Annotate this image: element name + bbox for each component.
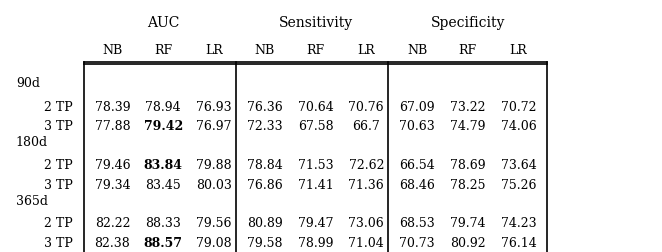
Text: 88.57: 88.57 (144, 237, 183, 250)
Text: 67.58: 67.58 (298, 120, 334, 133)
Text: 77.88: 77.88 (95, 120, 130, 133)
Text: AUC: AUC (147, 16, 179, 30)
Text: 79.74: 79.74 (450, 217, 485, 230)
Text: 88.33: 88.33 (145, 217, 181, 230)
Text: 71.04: 71.04 (348, 237, 384, 250)
Text: 70.64: 70.64 (298, 101, 334, 113)
Text: 79.47: 79.47 (298, 217, 333, 230)
Text: 80.03: 80.03 (196, 179, 232, 192)
Text: 78.39: 78.39 (95, 101, 130, 113)
Text: NB: NB (255, 44, 275, 57)
Text: 78.84: 78.84 (247, 160, 283, 172)
Text: 80.89: 80.89 (247, 217, 283, 230)
Text: 79.34: 79.34 (95, 179, 130, 192)
Text: 79.08: 79.08 (196, 237, 232, 250)
Text: 3 TP: 3 TP (44, 179, 73, 192)
Text: 72.62: 72.62 (348, 160, 384, 172)
Text: 180d: 180d (16, 136, 48, 149)
Text: 70.76: 70.76 (348, 101, 384, 113)
Text: 79.56: 79.56 (196, 217, 232, 230)
Text: 2 TP: 2 TP (44, 101, 73, 113)
Text: LR: LR (510, 44, 528, 57)
Text: 78.69: 78.69 (450, 160, 486, 172)
Text: 83.45: 83.45 (146, 179, 181, 192)
Text: 67.09: 67.09 (399, 101, 435, 113)
Text: 78.99: 78.99 (298, 237, 333, 250)
Text: 66.54: 66.54 (399, 160, 435, 172)
Text: 75.26: 75.26 (500, 179, 536, 192)
Text: 72.33: 72.33 (247, 120, 283, 133)
Text: 79.42: 79.42 (144, 120, 183, 133)
Text: 90d: 90d (16, 77, 40, 90)
Text: 76.86: 76.86 (247, 179, 283, 192)
Text: 73.22: 73.22 (450, 101, 485, 113)
Text: 66.7: 66.7 (352, 120, 380, 133)
Text: 76.93: 76.93 (196, 101, 232, 113)
Text: 68.46: 68.46 (399, 179, 435, 192)
Text: Specificity: Specificity (430, 16, 505, 30)
Text: 83.84: 83.84 (144, 160, 183, 172)
Text: 74.79: 74.79 (450, 120, 485, 133)
Text: 74.06: 74.06 (500, 120, 536, 133)
Text: 76.97: 76.97 (196, 120, 232, 133)
Text: 73.06: 73.06 (348, 217, 384, 230)
Text: 2 TP: 2 TP (44, 160, 73, 172)
Text: 74.23: 74.23 (500, 217, 536, 230)
Text: 79.88: 79.88 (196, 160, 232, 172)
Text: 3 TP: 3 TP (44, 237, 73, 250)
Text: 365d: 365d (16, 195, 48, 208)
Text: 79.58: 79.58 (247, 237, 283, 250)
Text: 71.36: 71.36 (348, 179, 384, 192)
Text: LR: LR (205, 44, 223, 57)
Text: 79.46: 79.46 (95, 160, 130, 172)
Text: 76.36: 76.36 (247, 101, 283, 113)
Text: 68.53: 68.53 (399, 217, 435, 230)
Text: 70.73: 70.73 (399, 237, 435, 250)
Text: Sensitivity: Sensitivity (279, 16, 353, 30)
Text: 82.38: 82.38 (95, 237, 130, 250)
Text: 70.72: 70.72 (500, 101, 536, 113)
Text: RF: RF (459, 44, 477, 57)
Text: NB: NB (103, 44, 122, 57)
Text: 82.22: 82.22 (95, 217, 130, 230)
Text: 76.14: 76.14 (500, 237, 536, 250)
Text: 3 TP: 3 TP (44, 120, 73, 133)
Text: 78.25: 78.25 (450, 179, 485, 192)
Text: RF: RF (307, 44, 324, 57)
Text: LR: LR (357, 44, 375, 57)
Text: 80.92: 80.92 (450, 237, 486, 250)
Text: 70.63: 70.63 (399, 120, 435, 133)
Text: RF: RF (154, 44, 172, 57)
Text: 78.94: 78.94 (146, 101, 181, 113)
Text: 73.64: 73.64 (500, 160, 536, 172)
Text: 2 TP: 2 TP (44, 217, 73, 230)
Text: 71.41: 71.41 (298, 179, 334, 192)
Text: NB: NB (407, 44, 427, 57)
Text: 71.53: 71.53 (298, 160, 334, 172)
